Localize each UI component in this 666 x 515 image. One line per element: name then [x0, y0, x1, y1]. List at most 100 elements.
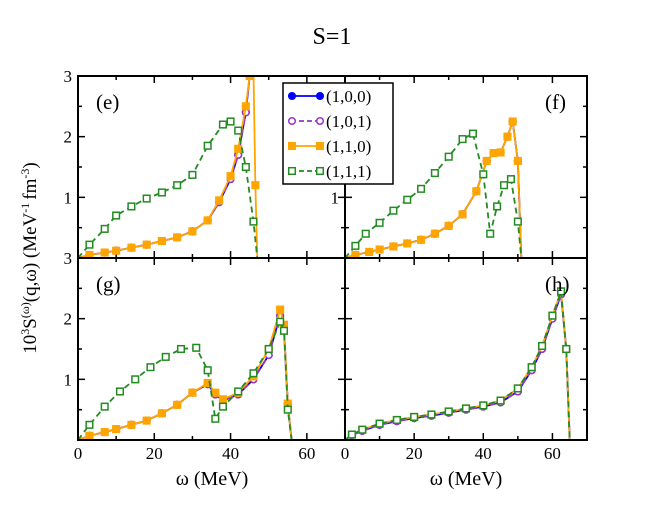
series-line-(1,1,1)	[78, 120, 259, 258]
data-point	[241, 102, 250, 111]
y-tick-label: 1	[331, 188, 340, 207]
data-point	[203, 366, 212, 375]
series-group	[345, 287, 571, 440]
data-point	[513, 156, 522, 165]
panel-2: 1 2 3 0 20 40 60 (g)	[64, 249, 346, 463]
y-tick-label: 3	[64, 67, 73, 86]
data-point	[444, 152, 453, 161]
data-point	[479, 170, 488, 179]
legend-marker	[287, 141, 297, 151]
data-point	[226, 172, 235, 181]
data-point	[142, 416, 151, 425]
data-point	[100, 248, 109, 257]
series-group	[345, 117, 523, 258]
data-point	[173, 233, 182, 242]
data-point	[365, 247, 374, 256]
x-tick-label: 20	[406, 444, 423, 463]
data-point	[417, 184, 426, 193]
data-point	[249, 217, 258, 226]
y-tick-label: 1	[64, 370, 73, 389]
data-point	[250, 67, 257, 74]
y-axis-label: 103S(ω)(q,ω) (MeV-1fm-3)	[18, 162, 41, 353]
x-tick-label: 40	[475, 444, 492, 463]
panel-3: 0 20 40 60 (h)	[341, 257, 588, 463]
data-point	[506, 175, 515, 184]
data-point	[461, 404, 471, 413]
series-line-(1,1,0)	[345, 291, 571, 440]
series-group	[78, 305, 293, 440]
data-point	[458, 135, 467, 144]
panel-0: 1 2 3 (e)	[64, 67, 346, 259]
data-point	[218, 395, 227, 404]
data-point	[100, 428, 109, 437]
data-point	[85, 240, 94, 249]
data-point	[100, 224, 109, 233]
series-line-(1,0,0)	[345, 294, 571, 440]
x-tick-label: 60	[298, 444, 315, 463]
legend-marker	[315, 141, 325, 151]
data-point	[458, 210, 467, 219]
data-point	[347, 430, 356, 439]
data-point	[234, 126, 243, 135]
data-point	[527, 363, 536, 372]
panel-label: (e)	[96, 90, 119, 114]
legend-box	[282, 82, 394, 185]
data-point	[486, 229, 495, 238]
data-point	[389, 242, 398, 251]
data-point	[375, 218, 384, 227]
data-point	[417, 235, 426, 244]
data-point	[157, 236, 166, 246]
data-point	[188, 388, 197, 397]
legend-label: (1,1,1)	[326, 162, 371, 181]
data-point	[85, 250, 94, 258]
data-point	[131, 375, 140, 384]
data-point	[115, 387, 125, 396]
legend-label: (1,0,0)	[326, 87, 371, 106]
legend-label: (1,0,1)	[326, 112, 371, 131]
figure-title: S=1	[313, 24, 352, 50]
data-point	[264, 344, 273, 354]
data-point	[211, 388, 220, 397]
series-group	[78, 67, 260, 258]
data-point	[203, 378, 212, 388]
data-point	[276, 317, 285, 326]
data-point	[226, 117, 235, 126]
data-point	[444, 221, 453, 230]
x-tick-label: 40	[222, 444, 239, 463]
data-point	[218, 402, 227, 411]
series-line-(1,0,0)	[78, 312, 293, 440]
data-point	[157, 409, 166, 418]
legend-marker	[287, 91, 297, 101]
data-point	[444, 407, 453, 416]
data-point	[85, 420, 94, 429]
data-point	[161, 352, 170, 361]
data-point	[482, 156, 491, 165]
data-point	[375, 419, 384, 428]
y-tick-label: 2	[64, 310, 73, 329]
data-point	[192, 343, 201, 352]
x-tick-label: 20	[146, 444, 163, 463]
x-axis-label-right: ω (MeV)	[430, 468, 503, 490]
data-point	[279, 326, 289, 335]
data-point	[392, 415, 401, 425]
data-point	[100, 402, 109, 411]
data-point	[146, 363, 155, 372]
panel-label: (g)	[96, 272, 121, 296]
data-point	[173, 400, 182, 409]
x-tick-label: 0	[341, 444, 350, 463]
data-point	[499, 181, 509, 190]
data-point	[562, 344, 571, 354]
series-line-(1,1,1)	[78, 319, 293, 440]
x-tick-label: 60	[544, 444, 561, 463]
data-point	[493, 202, 502, 211]
data-point	[513, 217, 522, 226]
data-point	[403, 239, 412, 248]
data-point	[127, 420, 136, 429]
data-point	[427, 410, 436, 419]
data-point	[157, 188, 166, 197]
data-point	[548, 311, 557, 320]
data-point	[112, 425, 121, 434]
data-point	[410, 412, 419, 421]
data-point	[276, 305, 285, 314]
